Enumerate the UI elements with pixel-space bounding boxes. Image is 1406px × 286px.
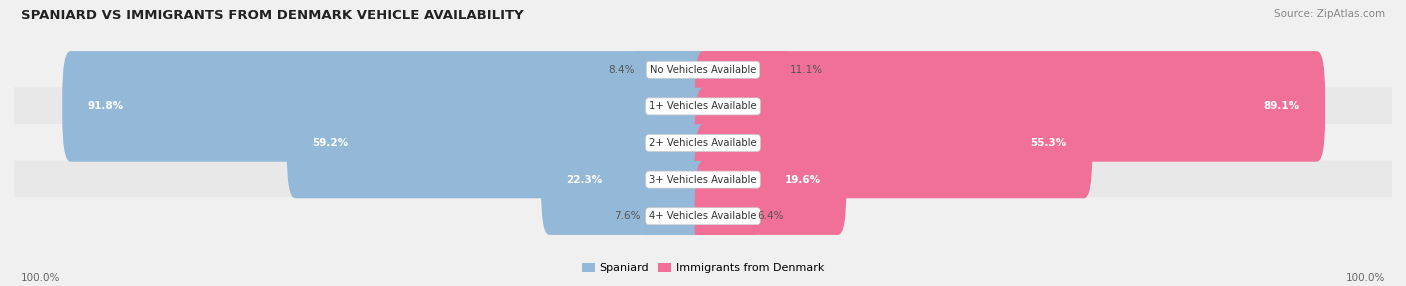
Text: 55.3%: 55.3%	[1031, 138, 1067, 148]
Text: 8.4%: 8.4%	[609, 65, 634, 75]
Legend: Spaniard, Immigrants from Denmark: Spaniard, Immigrants from Denmark	[578, 258, 828, 278]
Text: Source: ZipAtlas.com: Source: ZipAtlas.com	[1274, 9, 1385, 19]
FancyBboxPatch shape	[695, 88, 1092, 198]
Text: 91.8%: 91.8%	[87, 102, 124, 111]
FancyBboxPatch shape	[14, 197, 1392, 235]
FancyBboxPatch shape	[62, 51, 711, 162]
Text: 6.4%: 6.4%	[758, 211, 785, 221]
Text: 59.2%: 59.2%	[312, 138, 349, 148]
FancyBboxPatch shape	[14, 124, 1392, 162]
Text: 89.1%: 89.1%	[1264, 102, 1299, 111]
Text: 3+ Vehicles Available: 3+ Vehicles Available	[650, 175, 756, 184]
Text: SPANIARD VS IMMIGRANTS FROM DENMARK VEHICLE AVAILABILITY: SPANIARD VS IMMIGRANTS FROM DENMARK VEHI…	[21, 9, 523, 21]
FancyBboxPatch shape	[541, 124, 711, 235]
Text: 2+ Vehicles Available: 2+ Vehicles Available	[650, 138, 756, 148]
Text: 4+ Vehicles Available: 4+ Vehicles Available	[650, 211, 756, 221]
FancyBboxPatch shape	[287, 88, 711, 198]
FancyBboxPatch shape	[14, 51, 1392, 89]
FancyBboxPatch shape	[14, 160, 1392, 199]
Text: 11.1%: 11.1%	[790, 65, 823, 75]
FancyBboxPatch shape	[637, 15, 711, 125]
Text: 19.6%: 19.6%	[785, 175, 821, 184]
Text: No Vehicles Available: No Vehicles Available	[650, 65, 756, 75]
FancyBboxPatch shape	[695, 51, 1324, 162]
FancyBboxPatch shape	[695, 15, 787, 125]
FancyBboxPatch shape	[14, 87, 1392, 126]
Text: 1+ Vehicles Available: 1+ Vehicles Available	[650, 102, 756, 111]
Text: 7.6%: 7.6%	[614, 211, 640, 221]
FancyBboxPatch shape	[695, 124, 846, 235]
FancyBboxPatch shape	[695, 161, 755, 271]
Text: 22.3%: 22.3%	[567, 175, 603, 184]
FancyBboxPatch shape	[643, 161, 711, 271]
Text: 100.0%: 100.0%	[1346, 273, 1385, 283]
Text: 100.0%: 100.0%	[21, 273, 60, 283]
